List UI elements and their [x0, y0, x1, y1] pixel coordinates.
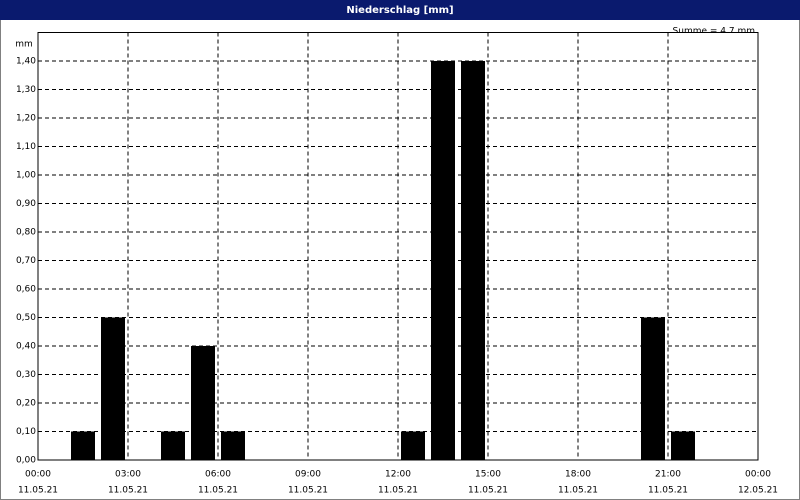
- x-tick-label: 21:00: [655, 470, 681, 480]
- y-tick-label: 1,30: [16, 85, 36, 95]
- y-tick-label: 1,00: [16, 171, 36, 181]
- y-tick-label: 0,10: [16, 427, 36, 437]
- bar: [641, 317, 665, 460]
- x-tick-label: 09:00: [295, 470, 321, 480]
- y-tick-label: 1,20: [16, 114, 36, 124]
- x-tick-label: 12:00: [385, 470, 411, 480]
- bar: [431, 61, 455, 460]
- y-tick-label: 0,90: [16, 199, 36, 209]
- chart-title: Niederschlag [mm]: [346, 5, 453, 16]
- y-tick-label: 1,40: [16, 57, 36, 67]
- y-tick-label: 0,50: [16, 313, 36, 323]
- x-tick-label: 00:00: [25, 470, 51, 480]
- x-tick-label: 18:00: [565, 470, 591, 480]
- y-tick-label: 0,00: [16, 456, 36, 466]
- x-tick-date: 11.05.21: [288, 486, 328, 496]
- x-tick-date: 11.05.21: [18, 486, 58, 496]
- x-tick-date: 11.05.21: [558, 486, 598, 496]
- bar: [461, 61, 485, 460]
- bar: [221, 431, 245, 460]
- x-tick-label: 00:00: [745, 470, 771, 480]
- y-tick-label: 0,80: [16, 228, 36, 238]
- x-tick-date: 11.05.21: [468, 486, 508, 496]
- y-tick-label: 0,60: [16, 285, 36, 295]
- y-tick-label: 0,70: [16, 256, 36, 266]
- y-tick-label: 1,10: [16, 142, 36, 152]
- x-tick-date: 11.05.21: [648, 486, 688, 496]
- y-tick-label: 0,30: [16, 370, 36, 380]
- y-tick-label: 0,20: [16, 399, 36, 409]
- bar: [671, 431, 695, 460]
- bar: [161, 431, 185, 460]
- y-unit: mm: [15, 40, 33, 50]
- x-tick-date: 11.05.21: [378, 486, 418, 496]
- x-tick-date: 12.05.21: [738, 486, 778, 496]
- bar: [191, 346, 215, 460]
- x-tick-label: 06:00: [205, 470, 231, 480]
- bar: [401, 431, 425, 460]
- bar: [101, 317, 125, 460]
- title-bar: [0, 0, 800, 20]
- y-tick-label: 0,40: [16, 342, 36, 352]
- x-tick-date: 11.05.21: [108, 486, 148, 496]
- x-tick-label: 03:00: [115, 470, 141, 480]
- x-tick-label: 15:00: [475, 470, 501, 480]
- x-tick-date: 11.05.21: [198, 486, 238, 496]
- annotation: Summe = 4,7 mm: [673, 27, 755, 37]
- bar: [71, 431, 95, 460]
